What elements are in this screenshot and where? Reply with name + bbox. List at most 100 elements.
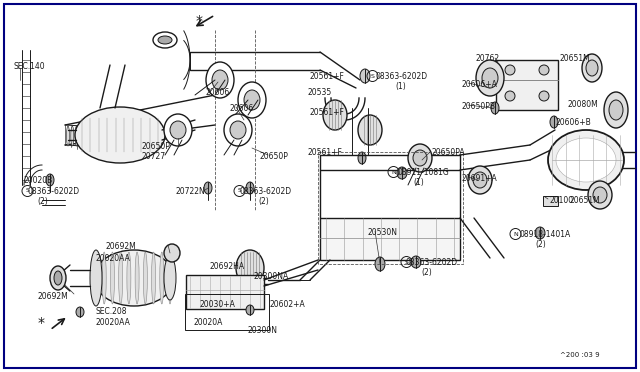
Ellipse shape (54, 271, 62, 285)
Ellipse shape (375, 257, 385, 271)
Text: 20300N: 20300N (248, 326, 278, 335)
Ellipse shape (50, 266, 66, 290)
Ellipse shape (408, 144, 432, 172)
Text: 20020B: 20020B (24, 176, 53, 185)
Text: N: N (391, 170, 396, 174)
Ellipse shape (102, 252, 106, 304)
Ellipse shape (224, 114, 252, 146)
Ellipse shape (468, 166, 492, 194)
Text: 20606+B: 20606+B (556, 118, 592, 127)
Ellipse shape (170, 121, 186, 139)
Ellipse shape (411, 256, 421, 268)
Bar (320, 218, 460, 260)
Ellipse shape (79, 126, 83, 146)
Text: 20606: 20606 (230, 104, 254, 113)
Text: 20762: 20762 (476, 54, 500, 63)
Text: 20100: 20100 (549, 196, 573, 205)
Text: 08911-1081G: 08911-1081G (398, 168, 450, 177)
Ellipse shape (94, 252, 98, 304)
Text: S: S (371, 74, 374, 78)
Text: SEC.140: SEC.140 (14, 62, 45, 71)
Text: 08363-6202D: 08363-6202D (376, 72, 428, 81)
Ellipse shape (230, 121, 246, 139)
Ellipse shape (586, 60, 598, 76)
Ellipse shape (76, 307, 84, 317)
Text: 20561+F: 20561+F (308, 148, 343, 157)
Ellipse shape (111, 252, 115, 304)
Bar (496, 60, 558, 110)
Ellipse shape (71, 126, 74, 146)
Ellipse shape (143, 252, 147, 304)
Ellipse shape (244, 90, 260, 110)
Ellipse shape (246, 182, 254, 194)
Text: 20020A: 20020A (194, 318, 223, 327)
Text: 20692M: 20692M (106, 242, 137, 251)
Ellipse shape (158, 36, 172, 44)
Text: 20691+A: 20691+A (462, 174, 498, 183)
Text: 20692HA: 20692HA (210, 262, 245, 271)
Ellipse shape (505, 91, 515, 101)
Text: 20651M: 20651M (560, 54, 591, 63)
Text: (2): (2) (37, 197, 48, 206)
Ellipse shape (535, 227, 545, 239)
Ellipse shape (127, 252, 131, 304)
Ellipse shape (491, 102, 499, 114)
Ellipse shape (153, 32, 177, 48)
Ellipse shape (397, 167, 407, 179)
Ellipse shape (94, 250, 174, 306)
Bar (318, 152, 463, 264)
Ellipse shape (164, 114, 192, 146)
Ellipse shape (46, 174, 54, 186)
Ellipse shape (160, 252, 164, 304)
Ellipse shape (90, 250, 102, 306)
Ellipse shape (67, 126, 70, 146)
Text: 20300NA: 20300NA (254, 272, 289, 281)
Text: 20020AA: 20020AA (96, 318, 131, 327)
Ellipse shape (604, 92, 628, 128)
Text: 20651M: 20651M (570, 196, 601, 205)
Ellipse shape (358, 115, 382, 145)
Ellipse shape (204, 182, 212, 194)
Text: 20727: 20727 (142, 152, 166, 161)
Text: 20650PB: 20650PB (462, 102, 496, 111)
Text: N: N (513, 231, 518, 237)
Ellipse shape (212, 70, 228, 90)
Ellipse shape (588, 181, 612, 209)
Ellipse shape (482, 68, 498, 88)
Bar (186, 275, 264, 309)
Ellipse shape (539, 91, 549, 101)
Ellipse shape (550, 116, 558, 128)
Text: S: S (404, 260, 408, 264)
Text: 20030+A: 20030+A (200, 300, 236, 309)
Ellipse shape (97, 126, 99, 146)
Text: 20535: 20535 (307, 88, 332, 97)
Ellipse shape (323, 100, 347, 130)
Text: 08363-6202D: 08363-6202D (240, 187, 292, 196)
Text: 08918-1401A: 08918-1401A (520, 230, 572, 239)
Ellipse shape (413, 150, 427, 166)
Ellipse shape (505, 65, 515, 75)
Ellipse shape (360, 69, 370, 83)
Text: 20602+A: 20602+A (270, 300, 306, 309)
Ellipse shape (473, 172, 487, 188)
Text: 20692M: 20692M (38, 292, 68, 301)
Ellipse shape (118, 252, 123, 304)
Text: S: S (237, 189, 241, 193)
Bar (543, 196, 558, 206)
Text: 08363-6202D: 08363-6202D (28, 187, 80, 196)
Ellipse shape (75, 126, 78, 146)
Text: 20561+F: 20561+F (310, 108, 345, 117)
Text: 20080M: 20080M (568, 100, 599, 109)
Bar (185, 294, 269, 330)
Ellipse shape (358, 152, 366, 164)
Ellipse shape (164, 244, 180, 262)
Text: (1): (1) (413, 178, 424, 187)
Text: *: * (196, 14, 203, 28)
Ellipse shape (476, 60, 504, 96)
Ellipse shape (246, 305, 254, 315)
Text: 20722N: 20722N (176, 187, 205, 196)
Ellipse shape (556, 138, 616, 182)
Text: 20561+F: 20561+F (310, 72, 345, 81)
Text: 20606: 20606 (205, 88, 229, 97)
Ellipse shape (236, 250, 264, 286)
